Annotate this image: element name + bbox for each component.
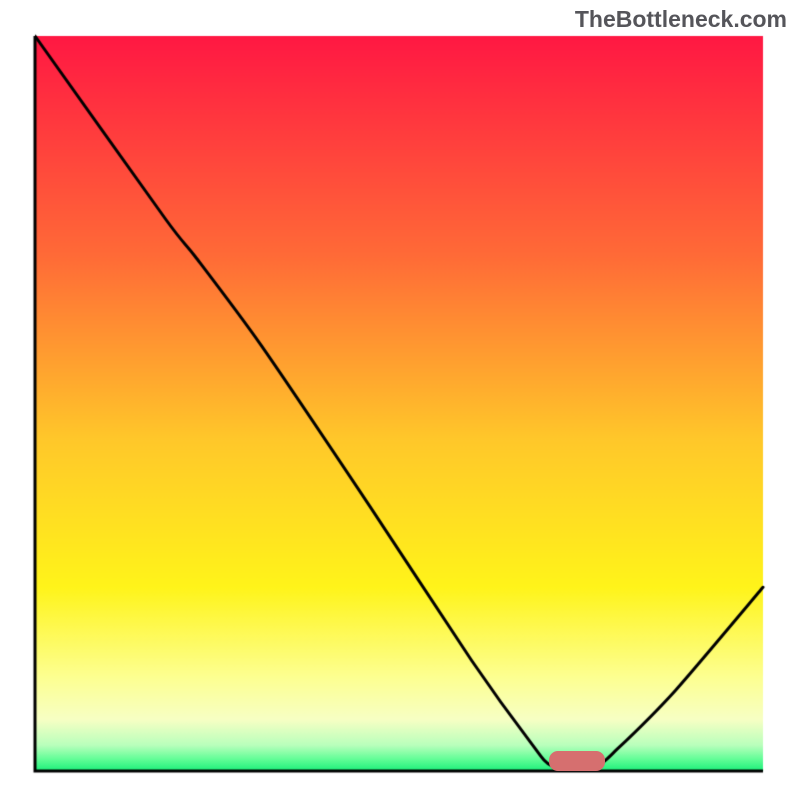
attribution-text: TheBottleneck.com: [575, 6, 787, 33]
chart-line-layer: [0, 0, 800, 800]
bottleneck-marker: [549, 751, 605, 771]
bottleneck-chart: TheBottleneck.com: [0, 0, 800, 800]
